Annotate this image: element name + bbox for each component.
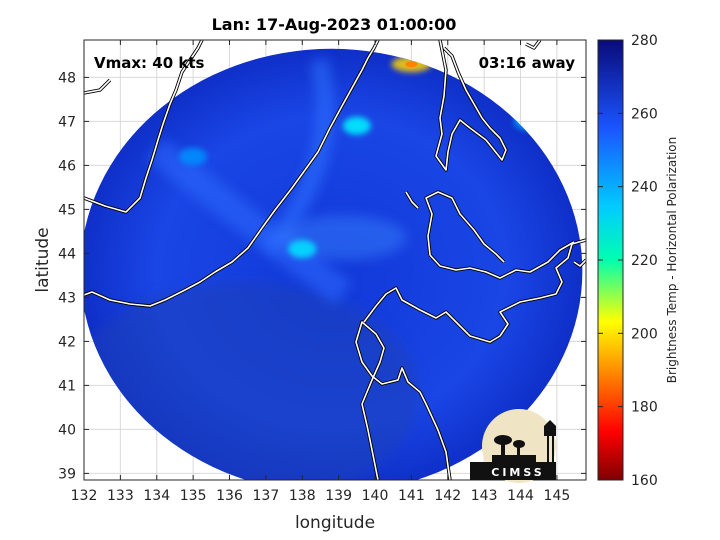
x-tick-label: 136 — [216, 488, 243, 504]
y-tick-label: 45 — [58, 202, 76, 218]
colorbar-tick-label: 260 — [631, 106, 658, 122]
x-tick-label: 135 — [180, 488, 207, 504]
y-tick-label: 43 — [58, 290, 76, 306]
x-tick-label: 139 — [325, 488, 352, 504]
colorbar-title: Brightness Temp - Horizontal Polarizatio… — [665, 137, 679, 384]
coastlines — [84, 40, 586, 480]
x-tick-label: 138 — [289, 488, 316, 504]
x-tick-label: 144 — [507, 488, 534, 504]
distance-annotation: 03:16 away — [479, 54, 576, 72]
colorbar-ticks: 160 180 200 220 240 260 280 — [598, 33, 658, 489]
axes-box — [83, 39, 587, 481]
y-tick-label: 44 — [58, 246, 76, 262]
y-tick-labels: 39 40 41 42 43 44 45 46 47 48 — [58, 70, 76, 482]
cimss-logo: CIMSS — [470, 409, 556, 483]
colorbar-tick-label: 280 — [631, 33, 658, 49]
swath-feature — [342, 116, 371, 135]
y-axis-title: latitude — [33, 227, 53, 292]
y-tick-label: 48 — [58, 70, 76, 86]
x-tick-label: 142 — [434, 488, 461, 504]
y-tick-label: 42 — [58, 334, 76, 350]
colorbar-tick-label: 180 — [631, 400, 658, 416]
colorbar-tick-label: 200 — [631, 326, 658, 342]
tick-marks — [83, 40, 586, 480]
x-axis-title: longitude — [295, 513, 375, 533]
x-tick-label: 133 — [107, 488, 134, 504]
logo-text: CIMSS — [491, 466, 544, 479]
y-tick-label: 46 — [58, 158, 76, 174]
x-tick-label: 137 — [253, 488, 280, 504]
x-tick-label: 145 — [544, 488, 571, 504]
x-tick-label: 132 — [71, 488, 98, 504]
x-tick-labels: 132 133 134 135 136 137 138 139 140 141 142 143 144 1… — [71, 488, 571, 504]
x-tick-label: 141 — [398, 488, 425, 504]
x-tick-label: 143 — [471, 488, 498, 504]
y-tick-label: 40 — [58, 422, 76, 438]
x-tick-label: 140 — [362, 488, 389, 504]
swath-feature-core — [405, 61, 418, 68]
y-tick-label: 41 — [58, 378, 76, 394]
y-tick-label: 47 — [58, 114, 76, 130]
chart-title: Lan: 17-Aug-2023 01:00:00 — [212, 15, 457, 34]
colorbar-tick-label: 160 — [631, 473, 658, 489]
colorbar-tick-label: 240 — [631, 180, 658, 196]
y-tick-label: 39 — [58, 466, 76, 482]
swath-feature — [179, 147, 208, 166]
x-tick-label: 134 — [143, 488, 170, 504]
colorbar-tick-label: 220 — [631, 253, 658, 269]
vmax-annotation: Vmax: 40 kts — [94, 54, 204, 72]
swath-feature — [288, 240, 317, 258]
